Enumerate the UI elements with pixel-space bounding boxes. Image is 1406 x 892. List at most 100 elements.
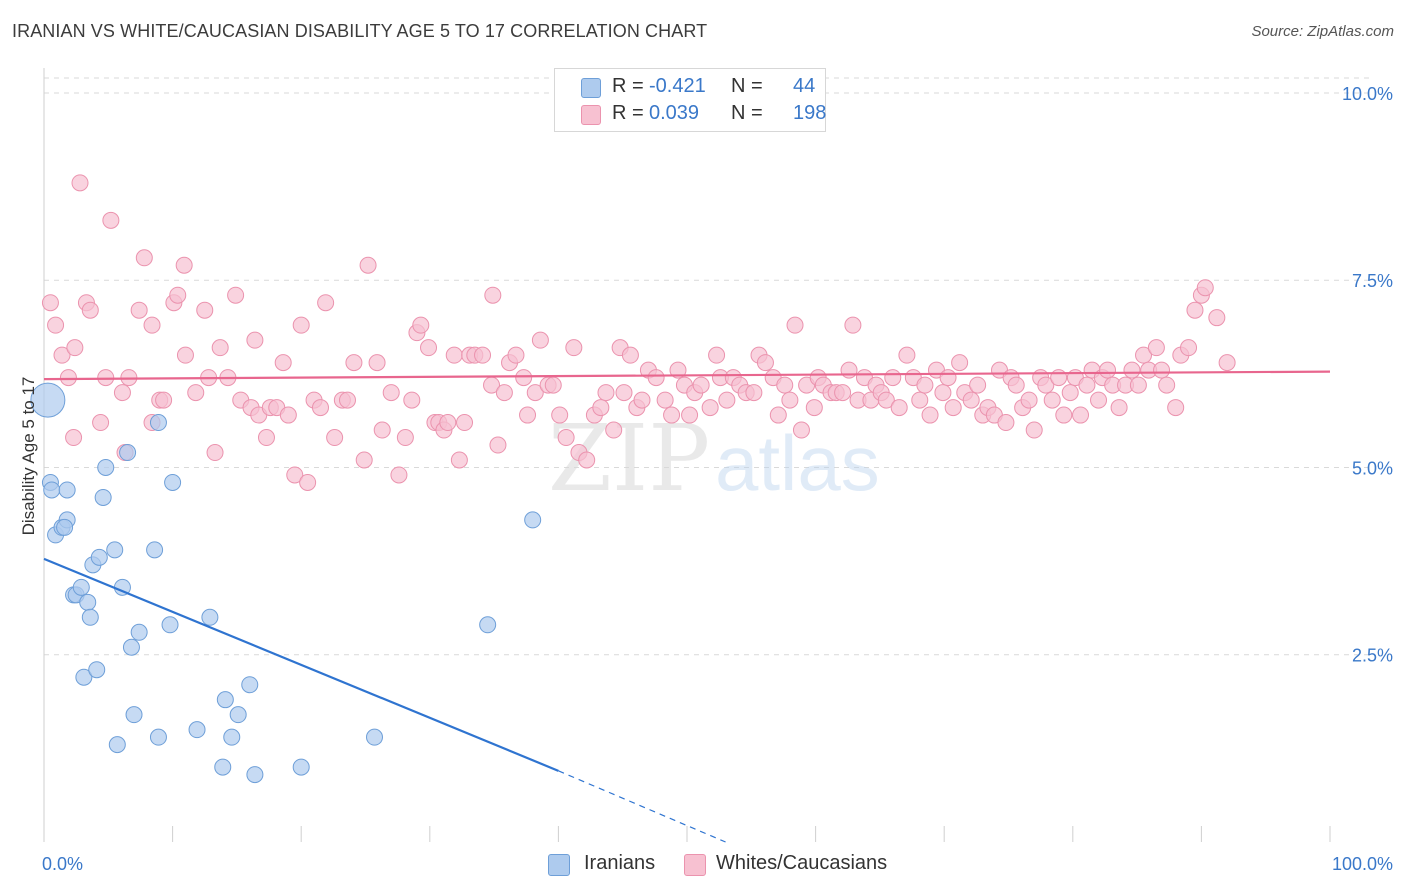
white-caucasian-point: [656, 391, 674, 409]
chart-title: IRANIAN VS WHITE/CAUCASIAN DISABILITY AG…: [12, 21, 708, 41]
iranian-point: [241, 676, 259, 694]
white-caucasian-point: [877, 391, 895, 409]
white-caucasian-point: [66, 339, 84, 357]
iranian-point: [108, 736, 126, 754]
white-caucasian-point: [1123, 361, 1141, 379]
white-caucasian-point: [1218, 354, 1236, 372]
white-caucasian-point: [1167, 399, 1185, 417]
white-caucasian-point: [439, 414, 457, 432]
iranian-point: [125, 706, 143, 724]
white-caucasian-point: [135, 249, 153, 267]
white-caucasian-trendline: [43, 370, 1331, 381]
white-caucasian-point: [633, 391, 651, 409]
white-caucasian-point: [317, 294, 335, 312]
white-caucasian-point: [621, 346, 639, 364]
white-caucasian-point: [756, 354, 774, 372]
white-caucasian-point: [47, 316, 65, 334]
white-caucasian-point: [359, 256, 377, 274]
iranian-point: [161, 616, 179, 634]
white-caucasian-point: [1158, 376, 1176, 394]
white-caucasian-point: [373, 421, 391, 439]
legend-r-label: R =: [612, 75, 644, 97]
white-caucasian-point: [279, 406, 297, 424]
white-caucasian-point: [769, 406, 787, 424]
white-caucasian-point: [71, 174, 89, 192]
white-caucasian-point: [597, 384, 615, 402]
iranian-point: [43, 481, 61, 499]
iranian-point: [58, 481, 76, 499]
iranian-point: [97, 458, 115, 476]
legend-n-value: 44: [793, 75, 816, 97]
white-caucasian-point: [1129, 376, 1147, 394]
white-caucasian-point: [345, 354, 363, 372]
iranian-point: [524, 511, 542, 529]
white-caucasian-point: [53, 346, 71, 364]
white-caucasian-point: [81, 301, 99, 319]
iranian-point: [94, 488, 112, 506]
white-caucasian-point: [1025, 421, 1043, 439]
legend-row-iranians: R = -0.421 N = 44: [555, 74, 825, 100]
iranian-point: [479, 616, 497, 634]
y-tick-label: 7.5%: [1352, 271, 1393, 291]
legend-n-label: N =: [731, 102, 763, 124]
white-caucasian-point: [206, 444, 224, 462]
white-caucasian-point: [647, 369, 665, 387]
white-caucasian-point: [519, 406, 537, 424]
white-caucasian-point: [403, 391, 421, 409]
white-caucasian-point: [592, 399, 610, 417]
white-caucasian-point: [1135, 346, 1153, 364]
white-caucasian-point: [921, 406, 939, 424]
y-tick-label: 2.5%: [1352, 646, 1393, 666]
white-caucasian-point: [781, 391, 799, 409]
legend-r-value: 0.039: [649, 102, 700, 124]
white-caucasian-point: [916, 376, 934, 394]
white-caucasian-point: [175, 256, 193, 274]
white-caucasian-point: [1061, 384, 1079, 402]
iranian-point: [149, 728, 167, 746]
white-caucasian-point: [484, 286, 502, 304]
iranian-point: [81, 608, 99, 626]
white-caucasian-point: [997, 414, 1015, 432]
white-caucasian-point: [507, 346, 525, 364]
legend-n-label: N =: [731, 75, 763, 97]
white-caucasian-point: [776, 376, 794, 394]
iranian-point: [246, 766, 264, 784]
white-caucasian-point: [786, 316, 804, 334]
tick-labels: 2.5% 5.0% 7.5% 10.0% 0.0% 100.0%: [42, 84, 1393, 874]
legend-swatch-blue: [581, 78, 601, 98]
iranian-point: [149, 414, 167, 432]
white-caucasian-point: [557, 429, 575, 447]
white-caucasian-point: [445, 346, 463, 364]
legend-swatch-pink: [581, 105, 601, 125]
gridlines: [44, 77, 1370, 656]
bottom-legend-label: Iranians: [584, 852, 656, 874]
stats-legend: R = -0.421 N = 44 R = 0.039 N = 198: [554, 68, 826, 132]
iranian-point: [130, 623, 148, 641]
white-caucasian-point: [456, 414, 474, 432]
white-caucasian-point: [898, 346, 916, 364]
white-caucasian-point: [59, 369, 77, 387]
white-caucasian-point: [1078, 376, 1096, 394]
white-caucasian-point: [669, 361, 687, 379]
white-caucasian-point: [113, 384, 131, 402]
white-caucasian-point: [834, 384, 852, 402]
white-caucasian-point: [578, 451, 596, 469]
iranian-point: [75, 668, 93, 686]
white-caucasian-point: [1050, 369, 1068, 387]
white-caucasian-point: [355, 451, 373, 469]
pink-points: [41, 174, 1236, 491]
white-caucasian-point: [951, 354, 969, 372]
white-caucasian-point: [286, 466, 304, 484]
white-caucasian-point: [911, 391, 929, 409]
white-caucasian-point: [390, 466, 408, 484]
iranian-point: [72, 578, 90, 596]
bottom-legend-swatch-blue: [548, 854, 570, 876]
iranian-point: [229, 706, 247, 724]
iranian-point: [88, 661, 106, 679]
x-tick-label: 0.0%: [42, 854, 83, 874]
white-caucasian-point: [326, 429, 344, 447]
white-caucasian-point: [102, 211, 120, 229]
legend-r-value: -0.421: [649, 75, 706, 97]
iranian-point: [292, 758, 310, 776]
